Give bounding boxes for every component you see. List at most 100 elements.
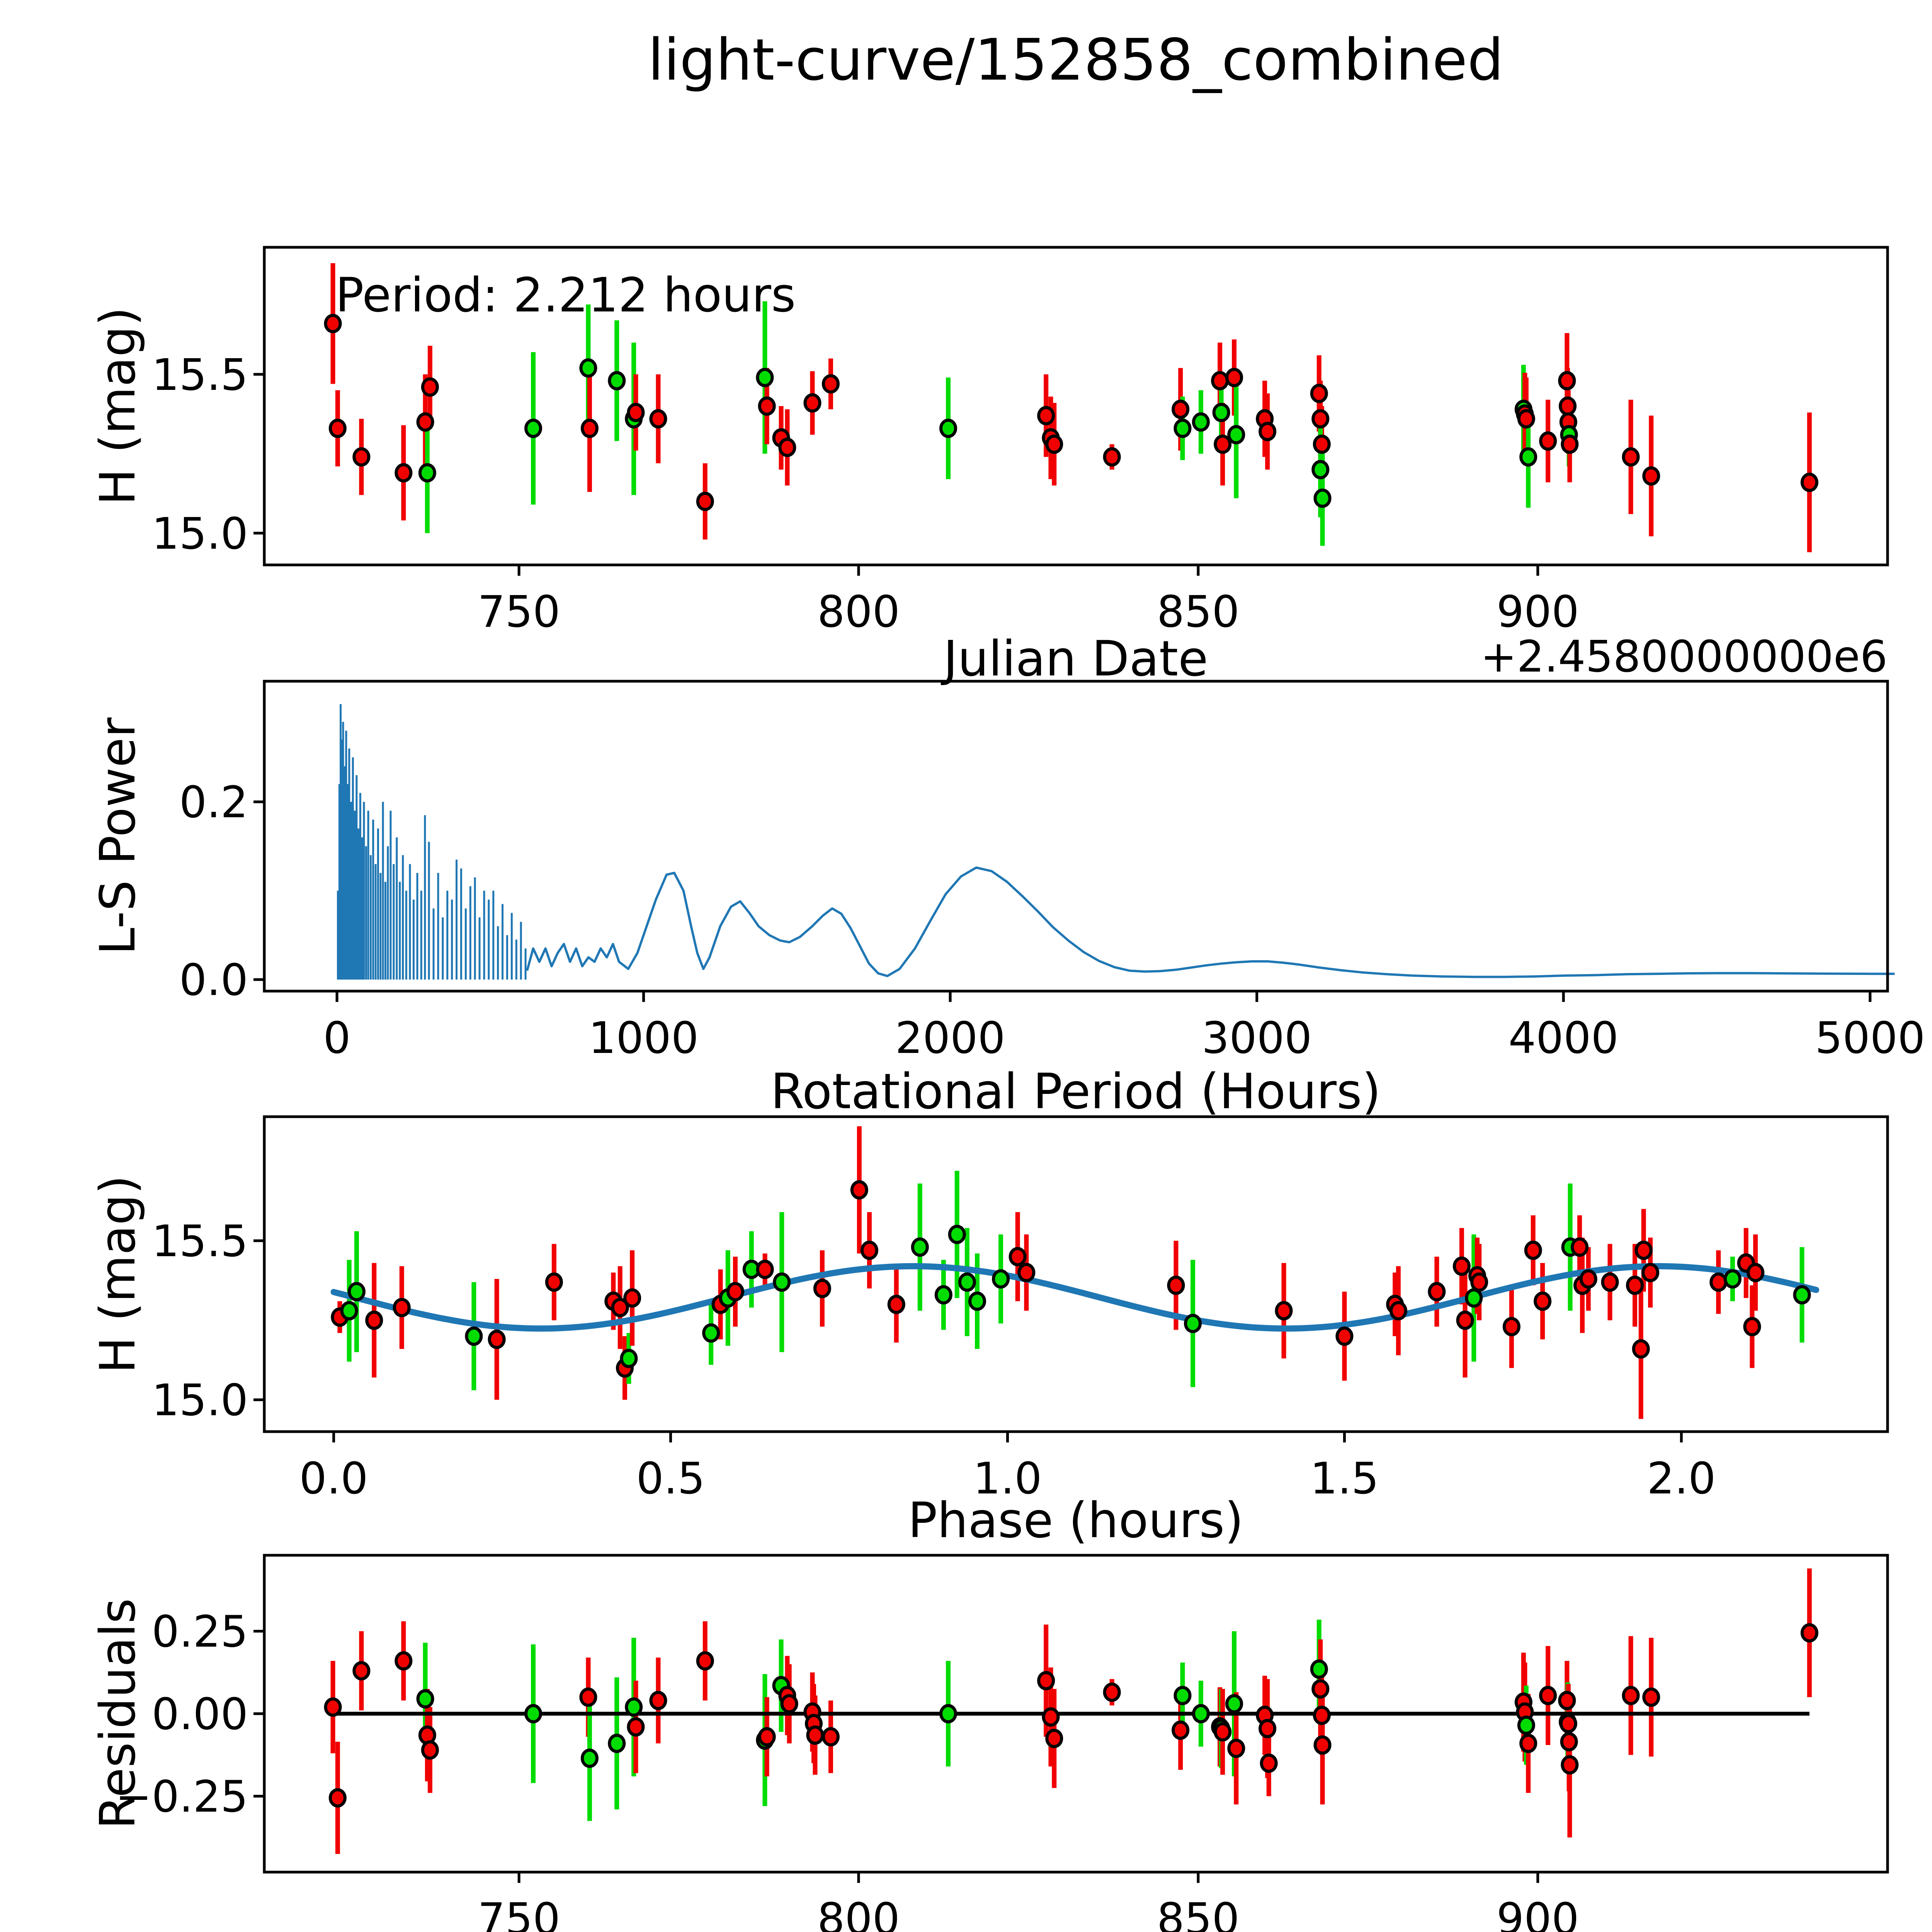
data-point [1709,1272,1728,1292]
data-point [465,1327,483,1346]
data-point [696,492,714,511]
data-point [649,1690,667,1710]
data-point [395,463,413,483]
panel2-ylabel: L-S Power [89,718,146,955]
data-point [1561,1755,1579,1775]
data-point [1747,1263,1765,1282]
fit-curve [330,1263,1820,1332]
panel1-ylabel: H (mag) [89,307,146,505]
x-tick-label: 1000 [588,1013,699,1063]
data-point [1037,1671,1055,1690]
data-point [1428,1282,1446,1301]
data-point [1310,1659,1328,1679]
data-point [579,1687,597,1707]
panel3-xlabel: Phase (hours) [908,1492,1244,1549]
data-point [418,463,436,483]
x-tick-label: 2000 [895,1013,1005,1063]
data-point [608,371,626,391]
data-point [1456,1310,1474,1330]
data-point [958,1272,976,1292]
data-point [579,358,597,378]
data-point [1103,447,1121,467]
data-point [1642,466,1660,486]
x-tick-label: 1.0 [973,1454,1042,1504]
data-point [365,1310,383,1330]
data-point [580,418,599,438]
data-point [1723,1269,1742,1289]
data-point [1225,368,1243,388]
y-tick-label: −0.25 [116,1772,248,1822]
data-point [649,409,667,429]
x-tick-label: 2.0 [1647,1454,1716,1504]
y-tick-label: 15.0 [152,509,248,559]
data-point [1310,384,1328,403]
data-point [623,1288,641,1308]
data-point [1465,1288,1483,1308]
data-point [778,437,796,457]
data-point [1519,447,1537,467]
data-point [1192,1704,1210,1723]
data-point [1211,371,1229,391]
data-point [1045,1729,1063,1748]
data-point [948,1225,966,1244]
data-point [813,1279,831,1298]
panel3-ylabel: H (mag) [89,1175,146,1373]
data-point [1037,406,1055,425]
data-point [324,314,342,333]
data-point [1539,431,1557,451]
data-point [1173,1686,1192,1706]
data-point [1172,400,1190,419]
data-point [393,1298,411,1317]
data-point [627,1717,645,1737]
data-point [611,1298,629,1317]
data-point [887,1294,905,1314]
data-point [524,1704,543,1723]
data-point [806,1725,824,1745]
data-point [416,412,434,432]
panel-border [263,680,1889,993]
data-point [1622,447,1640,467]
panel-border [263,246,1889,566]
panel1-axis-offset: +2.4580000000e6 [1481,632,1888,682]
data-point [1214,434,1232,454]
y-tick-label: 15.5 [152,1216,248,1267]
data-point [1601,1272,1619,1292]
data-point [756,1260,774,1279]
data-point [1519,1733,1537,1753]
data-point [580,1748,599,1768]
x-tick-label: 750 [478,587,560,637]
data-point [758,1727,776,1747]
data-point [1626,1276,1644,1295]
data-point [352,1661,371,1680]
data-point [1184,1314,1202,1333]
data-point [395,1651,413,1671]
x-tick-label: 0 [323,1013,350,1063]
x-tick-label: 1.5 [1310,1454,1379,1504]
panel-lightcurve: 750 800 850 900 15.0 15.5 [152,246,1889,637]
data-point [347,1282,366,1301]
data-point [1017,1263,1036,1282]
x-tick-label: 850 [1157,587,1240,637]
data-point [416,1689,434,1709]
panel-border [263,1554,1889,1874]
data-point [1042,1707,1060,1727]
data-point [1335,1327,1354,1346]
data-point [328,1788,347,1808]
data-point [1743,1317,1761,1337]
panel-border [263,1115,1889,1433]
data-point [1167,1276,1185,1295]
data-point [1517,409,1535,429]
panel-periodogram: 0 1000 2000 3000 4000 5000 0.0 0.2 [179,680,1925,1063]
data-point [1559,1714,1577,1733]
data-point [1452,1256,1471,1276]
x-tick-label: 750 [478,1894,560,1932]
data-point [1800,473,1818,492]
data-point [756,368,774,388]
data-point [726,1282,744,1301]
data-point [488,1330,506,1349]
data-point [1517,1715,1535,1735]
y-tick-label: 0.25 [152,1607,248,1657]
data-point [1571,1237,1589,1257]
y-tick-label: 0.00 [152,1689,248,1740]
